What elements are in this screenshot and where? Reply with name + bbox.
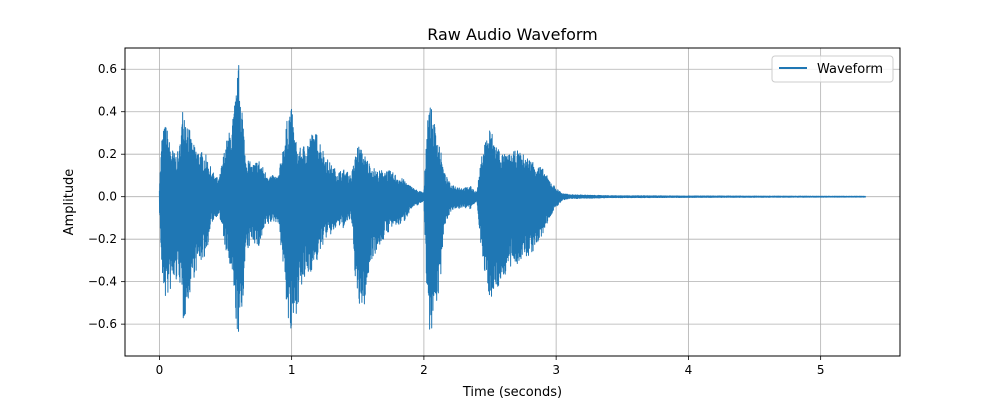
y-tick-label: −0.6 <box>88 317 117 331</box>
y-tick-label: 0.6 <box>98 62 117 76</box>
plot-frame <box>124 47 901 357</box>
legend-label-waveform: Waveform <box>817 62 883 77</box>
x-tick-label: 4 <box>685 363 693 377</box>
y-tick-label: −0.4 <box>88 275 117 289</box>
y-tick-label: 0.2 <box>98 147 117 161</box>
x-tick-label: 3 <box>552 363 560 377</box>
legend-box <box>771 55 894 83</box>
y-tick-label: 0.0 <box>98 190 117 204</box>
y-tick-label: 0.4 <box>98 105 117 119</box>
waveform-series-line <box>158 65 867 332</box>
y-tick-label: −0.2 <box>88 232 117 246</box>
x-tick-label: 5 <box>817 363 825 377</box>
x-tick-label: 1 <box>288 363 296 377</box>
y-axis-label: Amplitude <box>62 169 77 236</box>
chart-title: Raw Audio Waveform <box>427 25 598 44</box>
x-axis-label: Time (seconds) <box>462 385 562 400</box>
legend: Waveform <box>771 55 894 83</box>
axis-ticks: 0 1 2 3 4 5 −0.6 −0.4 −0.2 0.0 0.2 0.4 0.6 <box>88 62 825 377</box>
x-tick-label: 2 <box>420 363 428 377</box>
plot-data <box>158 65 867 332</box>
x-tick-label: 0 <box>156 363 164 377</box>
